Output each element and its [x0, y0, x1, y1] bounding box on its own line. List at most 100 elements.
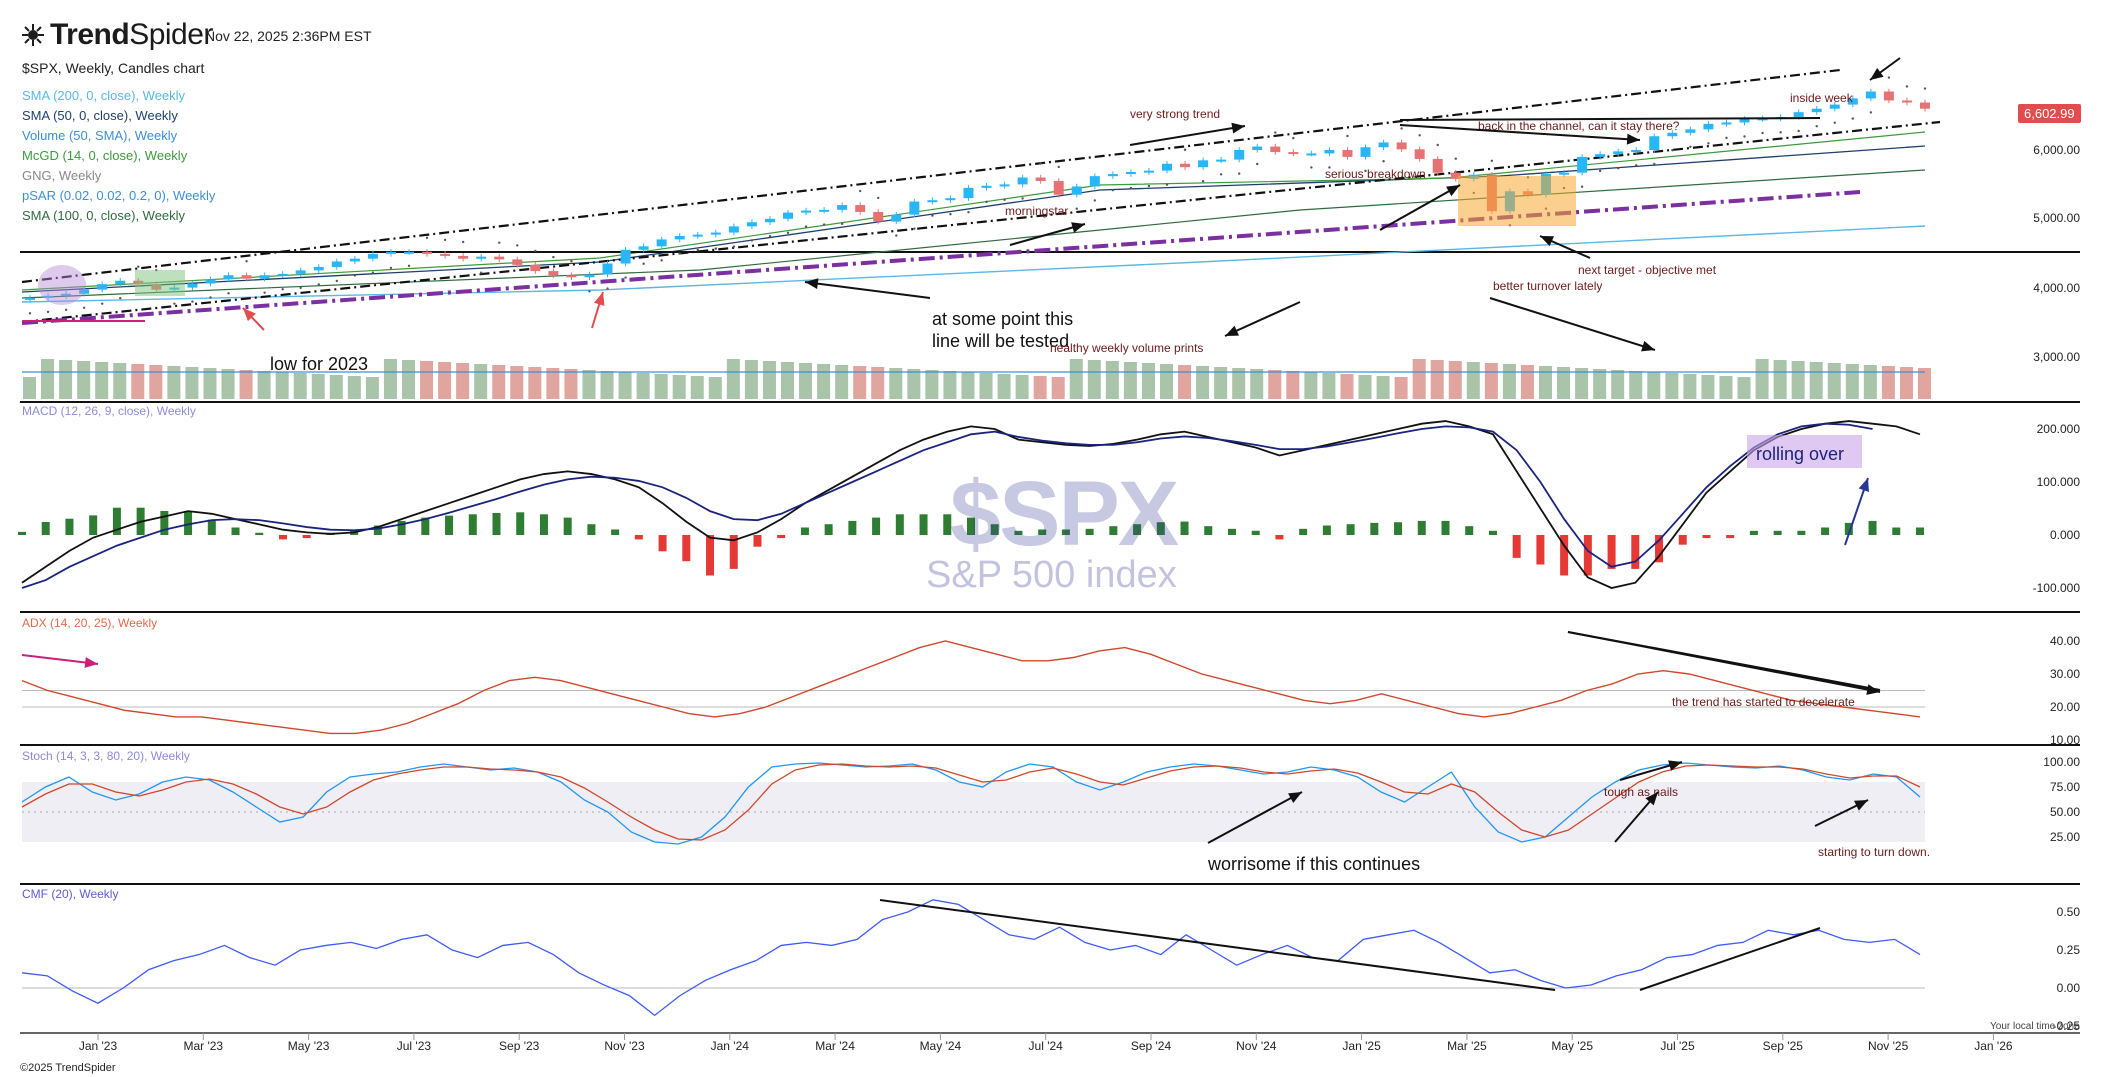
- psar-dot: [1887, 76, 1891, 79]
- adx-annotation: the trend has started to decelerate: [1672, 695, 1855, 709]
- annotation-text: low for 2023: [270, 354, 368, 374]
- candle-body: [1757, 118, 1768, 121]
- psar-dot: [28, 312, 32, 315]
- arrow-serious-breakdown-head: [1446, 185, 1460, 197]
- volume-bar: [1232, 368, 1246, 399]
- macd-histogram-bar: [539, 514, 548, 535]
- macd-histogram-bar: [1536, 535, 1545, 565]
- macd-histogram-bar: [207, 519, 216, 535]
- legend-item[interactable]: GNG, Weekly: [22, 168, 102, 183]
- arrow-back-in-channel-head: [1626, 133, 1640, 145]
- candle-body: [1252, 146, 1263, 150]
- candle-body: [1883, 91, 1894, 101]
- volume-bar: [1015, 375, 1029, 399]
- candle-body: [1920, 102, 1930, 109]
- psar-dot: [660, 259, 663, 262]
- volume-bar: [961, 372, 975, 399]
- rolling-over-highlight: [1747, 435, 1862, 468]
- psar-dot: [931, 214, 934, 217]
- macd-histogram-bar: [753, 535, 762, 547]
- psar-dot: [1725, 136, 1728, 140]
- macd-histogram-bar: [1655, 535, 1664, 563]
- volume-bar: [600, 371, 614, 399]
- candle-body: [963, 187, 974, 199]
- cmf-title: CMF (20), Weekly: [22, 887, 118, 901]
- arrow-worrisome: [1207, 791, 1303, 844]
- macd-histogram-bar: [777, 535, 786, 539]
- macd-histogram-bar: [1512, 535, 1521, 558]
- candle-body: [61, 293, 72, 296]
- annotation-text: very strong trend: [1130, 107, 1220, 121]
- volume-bar: [528, 367, 542, 399]
- legend-item[interactable]: SMA (200, 0, close), Weekly: [22, 88, 186, 103]
- arrow-line-tested-head: [805, 278, 819, 290]
- channel-lower-line: [21, 120, 1941, 324]
- psar-dot: [1093, 199, 1097, 202]
- volume-bar: [636, 373, 650, 399]
- candle-body: [873, 211, 884, 222]
- macd-histogram-bar: [445, 515, 454, 535]
- adx-title: ADX (14, 20, 25), Weekly: [22, 616, 157, 630]
- candle-body: [1414, 149, 1425, 159]
- volume-bar: [654, 374, 668, 399]
- candle-body: [223, 275, 234, 280]
- macd-histogram-bar: [1892, 527, 1901, 535]
- macd-histogram-bar: [1488, 530, 1497, 535]
- macd-histogram-bar: [18, 531, 26, 535]
- legend-item[interactable]: Volume (50, SMA), Weekly: [22, 128, 178, 143]
- psar-dot: [335, 279, 339, 283]
- psar-dot: [1201, 180, 1205, 183]
- volume-bar: [979, 373, 993, 399]
- macd-y-tick: 200.000: [2037, 422, 2081, 436]
- volume-bar: [420, 361, 434, 399]
- macd-histogram-bar: [1038, 529, 1047, 535]
- volume-bar: [781, 362, 794, 399]
- arrow-turn-down-head: [1854, 800, 1868, 811]
- candle-body: [1162, 163, 1172, 171]
- candle-body: [1216, 159, 1227, 162]
- candle-body: [241, 275, 252, 279]
- legend-item[interactable]: McGD (14, 0, close), Weekly: [22, 148, 188, 163]
- arrow-low-2023-head: [243, 308, 256, 322]
- macd-histogram-bar: [658, 535, 667, 552]
- psar-dot: [1779, 131, 1782, 134]
- candle-body: [367, 253, 378, 259]
- macd-histogram-bar: [1417, 520, 1426, 535]
- psar-dot: [479, 271, 483, 274]
- x-tick-label: Jan '23: [79, 1039, 118, 1053]
- volume-bar: [1430, 360, 1444, 399]
- arrow-adx-decelerate-head: [1866, 684, 1880, 695]
- macd-histogram-bar: [1773, 530, 1782, 535]
- arrow-inside-week-head: [1870, 67, 1884, 80]
- candle-body: [1865, 91, 1876, 99]
- macd-histogram-bar: [1465, 526, 1474, 535]
- stoch-annotation-2: tough as nails: [1604, 785, 1678, 799]
- psar-dot: [1598, 169, 1602, 173]
- x-tick-label: Nov '23: [604, 1039, 645, 1053]
- adx-y-tick: 30.00: [2050, 667, 2080, 681]
- psar-dot: [1454, 157, 1457, 160]
- psar-dot: [804, 225, 808, 228]
- candle-body: [855, 205, 866, 212]
- volume-bar: [203, 368, 217, 399]
- candle-body: [1685, 129, 1696, 133]
- candle-body: [97, 284, 108, 290]
- volume-bar: [1340, 374, 1354, 399]
- arrow-back-in-channel: [1399, 124, 1641, 141]
- legend-item[interactable]: pSAR (0.02, 0.02, 0.2, 0), Weekly: [22, 188, 216, 203]
- annotation-text: morningstar: [1005, 204, 1068, 218]
- legend-item[interactable]: SMA (50, 0, close), Weekly: [22, 108, 178, 123]
- legend-item[interactable]: SMA (100, 0, close), Weekly: [22, 208, 186, 223]
- volume-bar: [59, 360, 73, 399]
- psar-dot: [245, 260, 248, 263]
- volume-bar: [1484, 363, 1498, 399]
- volume-bar: [185, 367, 199, 399]
- stoch-annotation: worrisome if this continues: [1207, 854, 1420, 874]
- psar-dot: [173, 302, 176, 305]
- watermark-name: S&P 500 index: [926, 554, 1177, 596]
- volume-bar: [438, 362, 452, 399]
- annotation-text: healthy weekly volume prints: [1050, 341, 1203, 355]
- macd-histogram-bar: [1370, 522, 1379, 535]
- volume-bar: [77, 361, 91, 399]
- macd-histogram-bar: [1156, 522, 1165, 535]
